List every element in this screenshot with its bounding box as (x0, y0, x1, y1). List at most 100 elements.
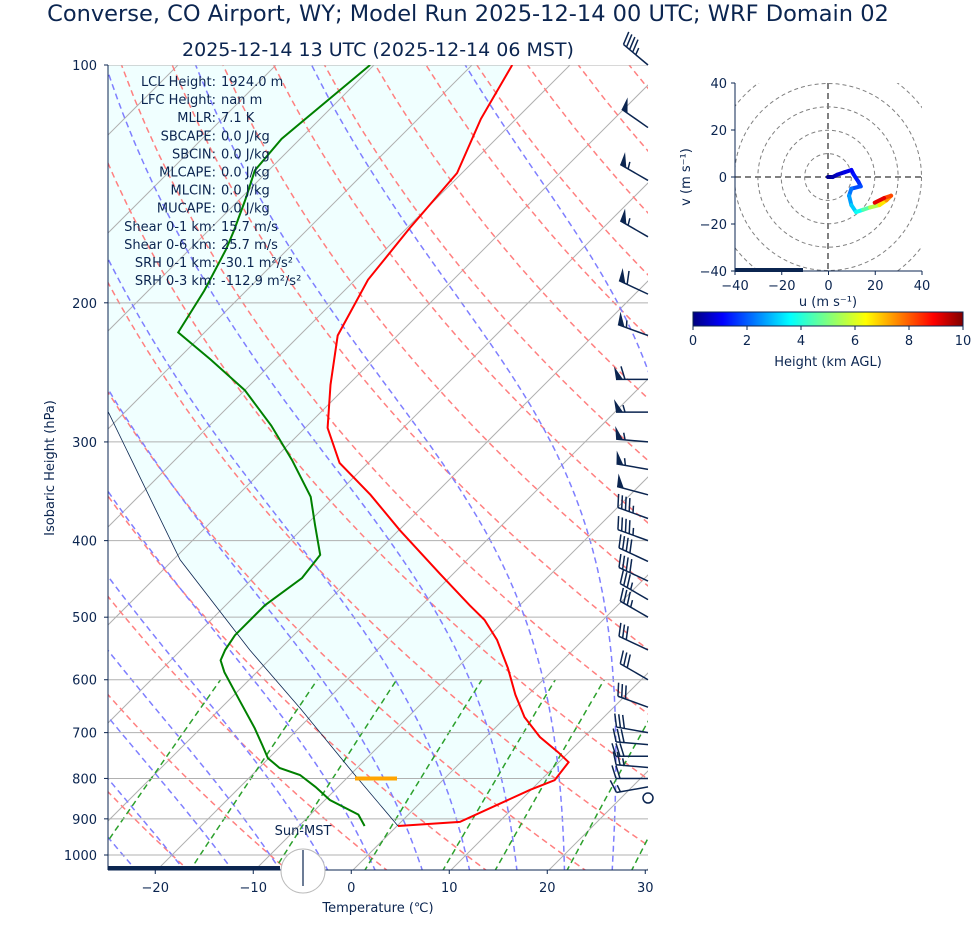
barb-staff (619, 163, 649, 182)
stat-label: SRH 0-1 km: (135, 256, 216, 271)
barb-half-feather (623, 458, 627, 466)
wind-barb (619, 587, 649, 618)
barb-feather (616, 751, 621, 766)
barb-feather (623, 589, 628, 604)
barb-pennant (614, 399, 623, 413)
skewt-axes: 100 200 300 400 500 600 700 800 900 1000 −20 −10 0 10… (43, 59, 654, 916)
x-axis-label: Temperature (℃) (321, 901, 433, 916)
barb-pennant (618, 267, 626, 284)
barb-feather (626, 654, 631, 668)
barb-pennant (616, 450, 624, 466)
mixing-ratio-line (108, 679, 222, 843)
colorbar-label: Height (km AGL) (774, 355, 882, 370)
barb-half-feather (622, 404, 626, 413)
colorbar-gradient (692, 311, 964, 327)
barb-staff (619, 582, 649, 601)
barb-feather (623, 572, 628, 586)
parcel-profile-line (108, 411, 399, 827)
hodo-progress-bar (735, 268, 803, 272)
dry-adiabat-line (171, 65, 648, 651)
barb-feather (629, 539, 633, 554)
hodo-trace-segment (872, 196, 887, 205)
barb-feather (624, 685, 627, 700)
barb-staff (616, 741, 649, 746)
barb-feather (628, 498, 631, 512)
barb-feather (624, 496, 627, 511)
isotherm-line (108, 84, 648, 626)
moist-adiabat-line (108, 715, 234, 870)
x-tick-label: −20 (142, 881, 169, 896)
moist-adiabat-line (194, 65, 566, 870)
barb-staff (616, 726, 649, 734)
barb-half-feather (627, 161, 631, 170)
isotherm-line (108, 65, 277, 234)
barb-feather (614, 713, 618, 728)
barb-feather (626, 591, 631, 606)
colorbar-tick-label: 8 (905, 334, 913, 349)
barb-half-feather (629, 582, 634, 590)
stat-label: MLLR: (177, 111, 216, 126)
isotherm-line (108, 280, 648, 822)
stat-label: SBCAPE: (161, 129, 216, 144)
barb-feather (620, 366, 626, 380)
wind-barb (619, 570, 649, 601)
barb-feather (624, 518, 627, 533)
barb-half-feather (632, 505, 635, 514)
barb-staff (616, 485, 649, 496)
colorbar-tick-label: 10 (955, 334, 972, 349)
cape-cin-shading (108, 65, 569, 826)
barb-pennant (620, 152, 627, 168)
wind-barb (621, 97, 649, 129)
wind-barb (612, 751, 649, 769)
y-tick-label: 300 (72, 436, 97, 451)
wind-barb (614, 399, 648, 413)
dry-adiabat-line (323, 65, 648, 462)
barb-feather (626, 574, 631, 588)
stat-value: 15.7 m/s (221, 220, 278, 235)
barb-feather (619, 743, 625, 757)
barb-feather (628, 36, 636, 50)
y-tick-label: 500 (72, 611, 97, 626)
moist-adiabat-line (108, 490, 376, 870)
y-tick-label: 400 (72, 535, 97, 550)
barb-feather (631, 39, 639, 53)
barb-pennant (614, 366, 623, 380)
barb-feather (620, 495, 624, 509)
dry-adiabat-line (273, 65, 648, 524)
wind-barb (616, 450, 649, 471)
stat-label: LCL Height: (141, 75, 216, 90)
x-tick-label: 10 (441, 881, 458, 896)
skewt-plot-area (108, 65, 776, 872)
hodograph: −40 −20 0 20 40 40 20 0 −20 −40 u (m s⁻¹) v (m s⁻¹) (679, 77, 930, 310)
moist-adiabat-line (108, 69, 518, 870)
barb-staff (618, 547, 649, 563)
barb-feather (618, 534, 622, 549)
wind-barb (616, 473, 649, 496)
barb-feather (620, 517, 624, 532)
barb-staff (616, 786, 649, 794)
barb-feather (625, 34, 633, 48)
barb-feather (611, 765, 617, 779)
isotherm-line (254, 476, 648, 870)
barb-staff (619, 663, 649, 681)
y-tick-label: 1000 (64, 849, 97, 864)
barb-feather (615, 743, 621, 757)
time-progress-bar (108, 866, 280, 870)
dry-adiabat-line (108, 161, 648, 781)
isotherm-line (108, 182, 648, 724)
mixing-ratio-line (678, 680, 776, 872)
mixing-ratio-line (442, 679, 556, 870)
barb-pennant (617, 311, 625, 327)
y-tick-label: 600 (72, 674, 97, 689)
barb-feather (621, 536, 626, 550)
barb-feather (620, 729, 625, 743)
dry-adiabat-line (108, 390, 587, 870)
x-tick-label: 30 (637, 881, 654, 896)
stat-value: -112.9 m²/s² (221, 274, 301, 289)
barb-staff (619, 600, 649, 618)
barb-feather (612, 751, 617, 765)
hodo-ring (804, 153, 852, 201)
hodo-y-tick-label: −20 (700, 218, 727, 233)
barb-half-feather (632, 527, 635, 536)
